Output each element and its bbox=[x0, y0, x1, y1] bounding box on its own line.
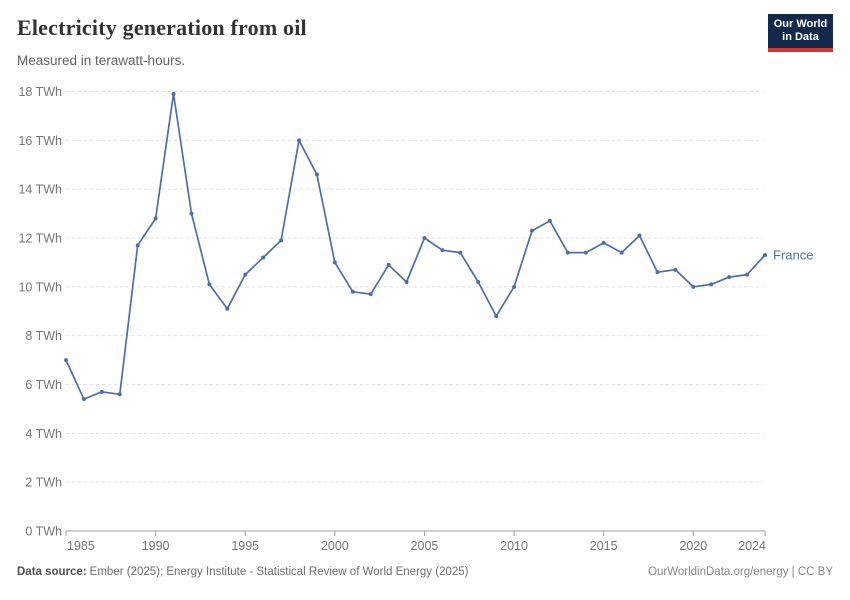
data-point bbox=[530, 228, 534, 233]
data-point bbox=[512, 284, 517, 289]
data-source-label: Data source: bbox=[17, 566, 87, 578]
data-point bbox=[440, 248, 445, 253]
x-axis-tick-label: 2005 bbox=[411, 539, 439, 553]
data-point bbox=[763, 253, 767, 258]
data-point bbox=[171, 91, 176, 96]
data-point bbox=[243, 272, 248, 277]
data-point bbox=[261, 255, 266, 260]
data-point bbox=[297, 138, 301, 143]
data-point bbox=[565, 250, 570, 255]
data-point bbox=[386, 262, 391, 267]
data-point bbox=[279, 238, 284, 243]
data-point bbox=[189, 211, 194, 216]
data-point bbox=[458, 250, 463, 255]
data-point bbox=[404, 279, 409, 284]
data-point bbox=[691, 284, 696, 289]
x-axis-tick-label: 2020 bbox=[679, 539, 707, 553]
credit-link: OurWorldinData.org/energy | CC BY bbox=[648, 566, 833, 578]
page-title: Electricity generation from oil bbox=[17, 15, 307, 40]
x-axis-tick-label: 1990 bbox=[142, 539, 170, 553]
data-point bbox=[332, 260, 337, 265]
y-axis-tick-label: 14 TWh bbox=[18, 183, 62, 197]
data-point bbox=[135, 243, 140, 248]
y-axis-tick-label: 8 TWh bbox=[25, 329, 62, 343]
data-point bbox=[368, 292, 373, 297]
x-axis-tick-label: 2024 bbox=[738, 539, 766, 553]
x-axis-tick-label: 1995 bbox=[231, 539, 259, 553]
data-point bbox=[350, 289, 355, 294]
data-point bbox=[637, 233, 642, 238]
chart-canvas[interactable]: 0 TWh 2 TWh 4 TWh 6 TWh 8 TWh 10 TWh 12 TWh 14 … bbox=[0, 80, 850, 560]
owid-logo[interactable]: Our World in Data bbox=[768, 14, 833, 52]
chart-subtitle: Measured in terawatt-hours. bbox=[17, 53, 186, 68]
owid-logo-line1: Our World bbox=[773, 18, 828, 30]
y-axis-tick-label: 4 TWh bbox=[25, 427, 62, 441]
data-point bbox=[64, 358, 68, 363]
data-point bbox=[727, 275, 732, 280]
data-source-note: Data source: Ember (2025); Energy Institu… bbox=[17, 566, 468, 578]
x-axis-tick-label: 2000 bbox=[321, 539, 349, 553]
y-axis-tick-label: 12 TWh bbox=[18, 232, 62, 246]
data-point bbox=[314, 172, 319, 177]
y-axis-tick-label: 10 TWh bbox=[18, 280, 62, 294]
data-point bbox=[207, 282, 212, 287]
y-axis-tick-label: 6 TWh bbox=[25, 378, 62, 392]
chart-footer: Data source: Ember (2025); Energy Institu… bbox=[17, 566, 833, 578]
data-point bbox=[422, 236, 427, 240]
data-point bbox=[601, 240, 606, 245]
data-point bbox=[619, 250, 624, 255]
data-point bbox=[494, 314, 499, 319]
data-point bbox=[225, 306, 230, 311]
x-axis-tick-label: 2010 bbox=[500, 539, 528, 553]
data-point bbox=[99, 389, 104, 394]
data-point bbox=[81, 397, 86, 402]
y-axis-tick-label: 2 TWh bbox=[25, 476, 62, 490]
france-line-series bbox=[65, 93, 766, 400]
y-axis-tick-label: 16 TWh bbox=[18, 134, 62, 148]
y-axis-tick-label: 0 TWh bbox=[25, 525, 62, 539]
data-point bbox=[673, 267, 678, 272]
data-point bbox=[745, 272, 750, 277]
data-point bbox=[547, 218, 552, 223]
x-axis-tick-label: 2015 bbox=[590, 539, 618, 553]
data-point bbox=[709, 282, 714, 287]
data-point bbox=[583, 250, 588, 255]
data-source-text: Ember (2025); Energy Institute - Statist… bbox=[89, 566, 469, 578]
y-axis-tick-label: 18 TWh bbox=[18, 85, 62, 99]
x-axis-tick-label: 1985 bbox=[67, 539, 95, 553]
data-point bbox=[655, 270, 660, 275]
data-point bbox=[153, 216, 158, 221]
data-point bbox=[476, 279, 481, 284]
owid-logo-line2: in Data bbox=[782, 31, 819, 43]
series-label-france: France bbox=[773, 248, 813, 263]
data-point bbox=[117, 392, 122, 397]
